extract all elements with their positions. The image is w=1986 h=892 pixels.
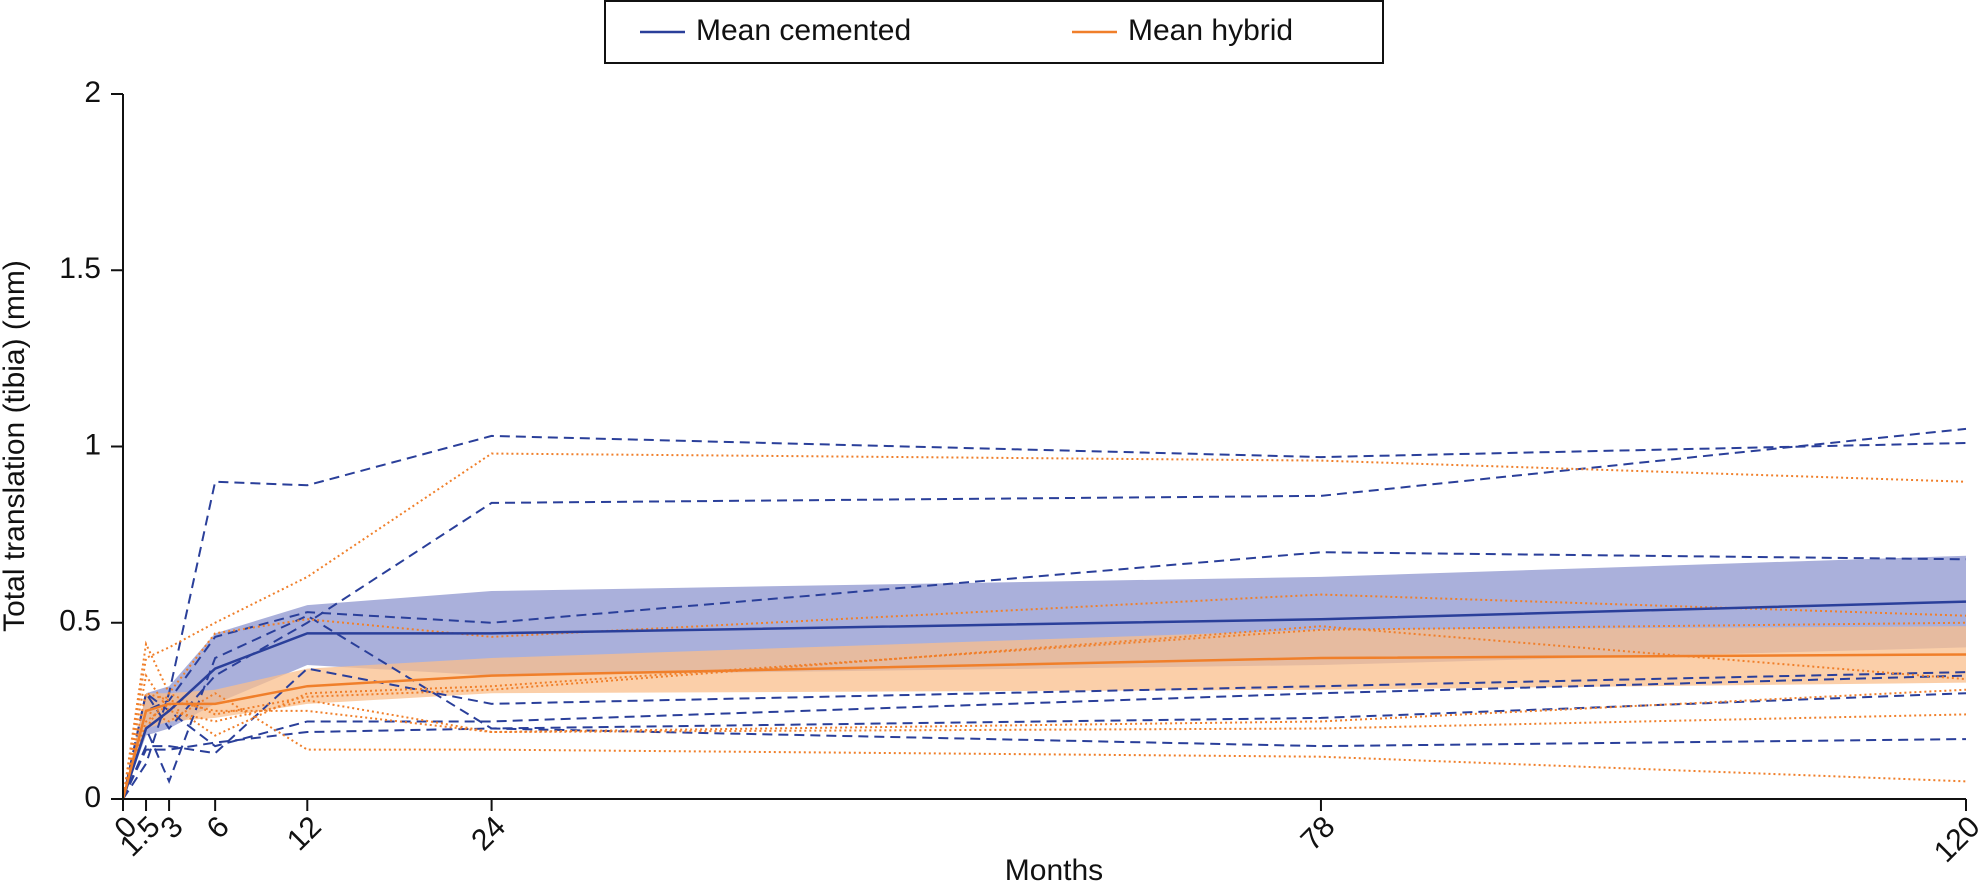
confidence-band xyxy=(123,555,1966,799)
y-tick-label: 1.5 xyxy=(59,252,101,285)
y-tick-label: 1 xyxy=(84,428,101,461)
legend-label: Mean hybrid xyxy=(1128,14,1293,47)
individual-line xyxy=(122,727,1967,800)
individual-line xyxy=(122,621,1967,800)
x-tick-label: 24 xyxy=(465,810,512,857)
individual-line xyxy=(122,427,1967,800)
individual-line xyxy=(122,691,1967,800)
individual-line xyxy=(122,692,1967,800)
y-axis-label: Total translation (tibia) (mm) xyxy=(0,260,31,632)
x-axis-label: Months xyxy=(1005,854,1103,887)
individual-line xyxy=(122,674,1967,800)
y-tick-label: 0 xyxy=(84,781,101,814)
individual-line xyxy=(122,452,1967,800)
individual-line xyxy=(122,614,1967,800)
mean-line xyxy=(121,600,1967,800)
individual-line xyxy=(122,434,1967,800)
confidence-band xyxy=(123,626,1966,799)
legend-label: Mean cemented xyxy=(696,14,911,47)
legend-box xyxy=(604,0,1384,64)
x-tick-label: 6 xyxy=(201,810,236,845)
individual-line xyxy=(122,593,1967,800)
x-tick-label: 120 xyxy=(1928,810,1986,869)
y-tick-label: 0.5 xyxy=(59,605,101,638)
x-tick-label: 78 xyxy=(1295,810,1342,857)
individual-line xyxy=(122,551,1967,800)
mean-line xyxy=(121,653,1967,800)
y-tick-label: 2 xyxy=(84,76,101,109)
individual-line xyxy=(122,625,1967,800)
x-tick-label: 12 xyxy=(281,810,328,857)
